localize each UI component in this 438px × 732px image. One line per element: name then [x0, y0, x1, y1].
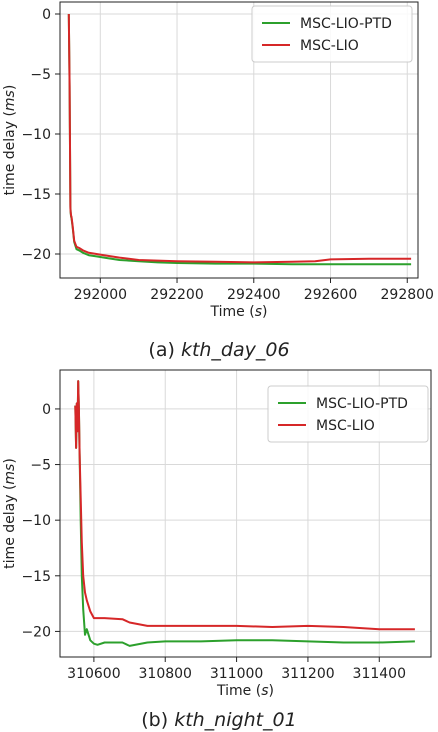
x-tick-label: 292000 [74, 287, 127, 303]
x-tick-label: 311200 [281, 666, 334, 682]
legend-label: MSC-LIO-PTD [300, 16, 392, 32]
x-axis-label-suffix: ) [269, 683, 274, 699]
y-axis-unit: ms [2, 464, 18, 485]
series-line-msc-lio [74, 380, 415, 631]
caption-dataset-name: kth_night_01 [174, 709, 297, 731]
legend-label: MSC-LIO-PTD [316, 396, 408, 412]
y-axis-label-text: time delay ( [2, 111, 18, 195]
legend: MSC-LIO-PTD MSC-LIO [267, 385, 429, 443]
legend-label: MSC-LIO [316, 418, 375, 434]
x-axis-label: Time (s) [216, 683, 274, 699]
y-axis-unit: ms [2, 90, 18, 111]
y-axis-label: time delay (ms) [2, 458, 18, 569]
y-tick-label: −10 [21, 513, 51, 529]
figure-caption: (a) kth_day_06 [148, 339, 289, 361]
plot-area-frame [59, 369, 432, 658]
x-tick-label: 292200 [150, 287, 203, 303]
series-line-msc-lio [67, 13, 412, 264]
legend-box [267, 385, 429, 443]
x-axis-unit: s [261, 683, 268, 699]
legend: MSC-LIO-PTD MSC-LIO [251, 5, 413, 63]
y-tick-label: 0 [42, 402, 51, 418]
y-axis-label-suffix: ) [2, 85, 18, 90]
y-tick-label: −20 [21, 624, 51, 640]
caption-prefix: (b) [141, 709, 174, 731]
x-axis-label-text: Time ( [210, 304, 255, 320]
y-tick-label: −5 [30, 67, 51, 83]
y-tick-label: −10 [21, 127, 51, 143]
x-tick-label: 310800 [139, 666, 192, 682]
y-axis-label-text: time delay ( [2, 485, 18, 569]
x-tick-label: 292400 [227, 287, 280, 303]
chart-b: 310600 310800 311000 311200 311400 0 −5 −10 −15 −… [2, 369, 432, 731]
y-tick-label: −20 [21, 247, 51, 263]
caption-dataset-name: kth_day_06 [181, 339, 290, 361]
plot-area-frame [59, 1, 419, 279]
legend-box [251, 5, 413, 63]
x-axis-label: Time (s) [210, 304, 268, 320]
y-axis-label-suffix: ) [2, 458, 18, 463]
x-tick-label: 311000 [210, 666, 263, 682]
chart-a: 292000 292200 292400 292600 292800 0 −5 −10 −15 −… [2, 1, 434, 361]
y-tick-label: −5 [30, 458, 51, 474]
x-tick-label: 292800 [381, 287, 434, 303]
x-axis-label-text: Time ( [216, 683, 261, 699]
x-tick-label: 292600 [304, 287, 357, 303]
x-tick-label: 311400 [353, 666, 406, 682]
x-axis-label-suffix: ) [262, 304, 267, 320]
x-tick-label: 310600 [67, 666, 120, 682]
y-axis-label: time delay (ms) [2, 85, 18, 196]
caption-prefix: (a) [148, 339, 181, 361]
legend-label: MSC-LIO [300, 38, 359, 54]
y-tick-label: −15 [21, 187, 51, 203]
x-axis-unit: s [255, 304, 262, 320]
figure-caption: (b) kth_night_01 [141, 709, 296, 731]
y-tick-label: −15 [21, 569, 51, 585]
y-tick-label: 0 [42, 7, 51, 23]
